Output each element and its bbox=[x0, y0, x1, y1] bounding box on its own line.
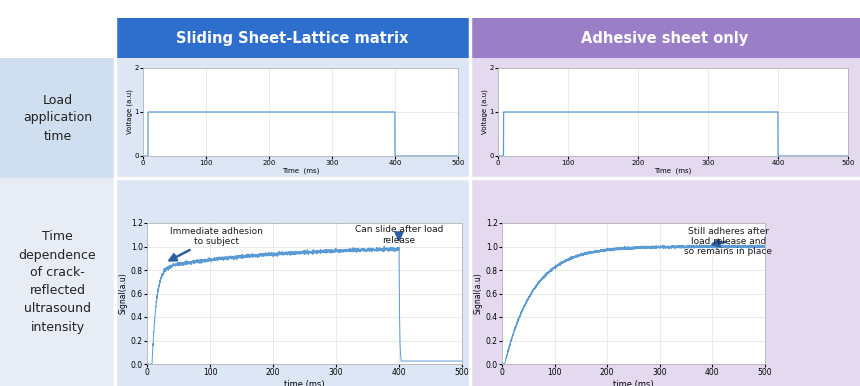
X-axis label: time (ms): time (ms) bbox=[613, 380, 654, 386]
Text: Immediate adhesion
to subject: Immediate adhesion to subject bbox=[169, 227, 263, 261]
Y-axis label: Voltage (a.u): Voltage (a.u) bbox=[482, 90, 488, 134]
Y-axis label: Signal(a.u): Signal(a.u) bbox=[474, 273, 483, 314]
Text: Load
application
time: Load application time bbox=[23, 93, 92, 142]
X-axis label: time (ms): time (ms) bbox=[284, 380, 325, 386]
Text: Time
dependence
of crack-
reflected
ultrasound
intensity: Time dependence of crack- reflected ultr… bbox=[19, 230, 96, 334]
Text: Sliding Sheet-Lattice matrix: Sliding Sheet-Lattice matrix bbox=[176, 30, 408, 46]
Text: Can slide after load
release: Can slide after load release bbox=[355, 225, 443, 245]
X-axis label: Time  (ms): Time (ms) bbox=[282, 168, 319, 174]
X-axis label: Time  (ms): Time (ms) bbox=[654, 168, 691, 174]
Y-axis label: Signal(a.u): Signal(a.u) bbox=[119, 273, 128, 314]
Y-axis label: Voltage (a.u): Voltage (a.u) bbox=[126, 90, 133, 134]
Text: Still adheres after
load release and
so remains in place: Still adheres after load release and so … bbox=[685, 227, 772, 256]
Text: Adhesive sheet only: Adhesive sheet only bbox=[581, 30, 748, 46]
